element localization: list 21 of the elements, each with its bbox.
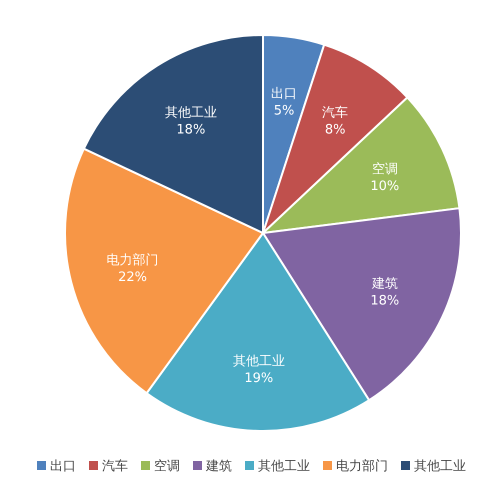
slice-label: 电力部门 <box>106 252 159 268</box>
data-label: 5% <box>274 103 294 118</box>
slice-label: 空调 <box>372 162 398 178</box>
data-label: 10% <box>370 178 400 194</box>
data-label: 22% <box>118 270 148 285</box>
data-label: 18% <box>176 122 206 138</box>
legend-label: 其他工业 <box>258 459 310 474</box>
legend-label: 出口 <box>50 459 76 474</box>
data-label: 18% <box>370 294 400 309</box>
legend-label: 建筑 <box>205 459 232 474</box>
legend-label: 电力部门 <box>336 458 388 474</box>
slice-label: 出口 <box>271 86 298 102</box>
data-label: 8% <box>324 122 346 138</box>
legend-label: 其他工业 <box>414 459 466 474</box>
legend-label: 汽车 <box>102 459 128 474</box>
slice-label: 建筑 <box>370 276 398 292</box>
slice-label: 其他工业 <box>164 106 217 121</box>
legend-label: 空调 <box>154 459 180 474</box>
slice-label: 其他工业 <box>232 354 285 369</box>
data-label: 19% <box>244 370 274 386</box>
slice-label: 汽车 <box>322 106 348 121</box>
